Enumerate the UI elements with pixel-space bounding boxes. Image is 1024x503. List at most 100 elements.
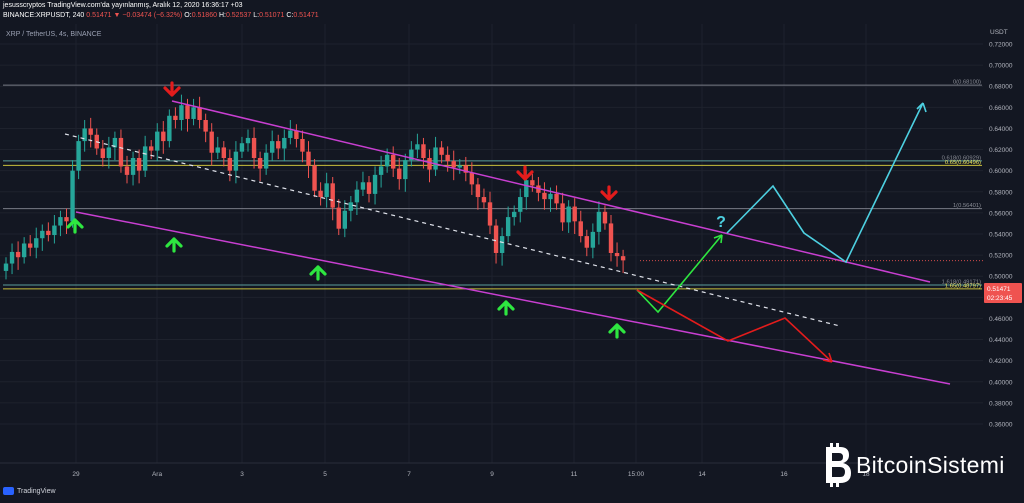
candle-body	[324, 183, 329, 198]
candle-body	[142, 146, 148, 171]
buy-arrow-icon	[608, 323, 626, 339]
candle-body	[9, 251, 15, 264]
candle-body	[493, 225, 499, 253]
candle-body	[427, 157, 432, 170]
candle-body	[421, 144, 426, 158]
price-change: −0.03474 (−6.32%)	[122, 12, 183, 19]
green-projection-path	[636, 234, 723, 314]
candle-body	[378, 166, 384, 175]
candle-body	[251, 137, 257, 158]
candle-body	[300, 138, 305, 152]
candle-body	[270, 141, 275, 153]
bar-countdown: 02:23:45	[987, 295, 1013, 302]
candle-body	[112, 137, 118, 148]
candle-body	[530, 180, 535, 186]
candle-body	[161, 131, 166, 142]
y-tick-label: 0.60000	[989, 168, 1013, 175]
candle-body	[173, 115, 178, 120]
candle-body	[282, 137, 287, 149]
candle-body	[64, 217, 69, 222]
x-tick-label: 7	[407, 471, 411, 478]
candle-body	[463, 165, 468, 173]
high-label: H:	[218, 12, 226, 19]
green-arrowhead	[713, 234, 723, 244]
ohlc-line: BINANCE:XRPUSDT, 240 0.51471 ▼ −0.03474 …	[3, 12, 319, 19]
fib-label: 1(0.56401)	[953, 203, 981, 209]
candle-body	[590, 231, 596, 248]
y-tick-label: 0.66000	[989, 105, 1013, 112]
y-tick-label: 0.54000	[989, 231, 1013, 238]
candle-body	[149, 146, 154, 151]
y-tick-label: 0.68000	[989, 84, 1013, 91]
candle-body	[76, 141, 81, 171]
candle-body	[584, 236, 589, 248]
y-tick-label: 0.38000	[989, 400, 1013, 407]
candle-body	[257, 157, 263, 169]
candle-body	[40, 230, 45, 239]
candle-body	[179, 105, 184, 120]
fib-label: 0.618(0.60929)	[942, 155, 981, 161]
candle-body	[288, 130, 293, 138]
candle-body	[397, 168, 402, 180]
candle-body	[475, 184, 481, 198]
candle-body	[3, 263, 9, 271]
candle-body	[348, 202, 354, 211]
y-tick-label: 0.36000	[989, 421, 1013, 428]
x-tick-label: 14	[698, 471, 706, 478]
candle-body	[227, 157, 233, 171]
candle-body	[578, 221, 583, 237]
candle-body	[185, 105, 190, 119]
candle-body	[445, 154, 450, 162]
candle-body	[560, 203, 565, 223]
low-label: L:	[253, 12, 260, 19]
y-tick-label: 0.52000	[989, 253, 1013, 260]
x-tick-label: 15:00	[628, 471, 645, 478]
candle-body	[512, 211, 517, 218]
buy-arrow-icon	[309, 265, 327, 281]
grid	[0, 24, 983, 463]
channel-lower-line	[75, 211, 951, 385]
sell-arrow-icon	[516, 165, 534, 181]
candle-body	[46, 230, 51, 236]
candle-body	[451, 161, 456, 168]
y-tick-label: 0.50000	[989, 274, 1013, 281]
candle-body	[58, 217, 63, 226]
y-tick-label: 0.64000	[989, 126, 1013, 133]
candle-body	[554, 193, 559, 204]
x-tick-label: 5	[323, 471, 327, 478]
candle-body	[167, 115, 172, 142]
currency-label: USDT	[990, 29, 1008, 36]
y-tick-label: 0.62000	[989, 147, 1013, 154]
channel-mid-line	[64, 133, 841, 327]
candle-body	[518, 197, 523, 212]
candle-body	[548, 193, 553, 200]
close-value: 0.51471	[293, 12, 319, 19]
tradingview-logo[interactable]: TradingView	[3, 487, 56, 495]
candle-body	[342, 210, 347, 229]
symbol-title: XRP / TetherUS, 4s, BINANCE	[6, 31, 102, 38]
candle-body	[572, 206, 577, 222]
red-projection-path	[636, 289, 833, 363]
bitcoinsistemi-watermark: BitcoinSistemi	[818, 441, 1005, 489]
y-tick-label: 0.46000	[989, 316, 1013, 323]
candle-body	[136, 157, 142, 171]
fib-label: 1.618(0.49171)	[942, 279, 981, 285]
x-tick-label: 29	[72, 471, 80, 478]
candle-body	[28, 243, 33, 248]
fib-label: 0.65(0.60496)	[945, 160, 981, 166]
candle-body	[130, 157, 136, 175]
high-value: 0.52537	[225, 12, 252, 19]
candle-body	[21, 243, 27, 258]
down-arrow-icon: ▼	[113, 12, 123, 19]
candle-body	[124, 166, 130, 175]
candle-body	[209, 131, 214, 153]
candle-body	[602, 211, 608, 224]
publish-info: jesusscryptos TradingView.com'da yayınla…	[3, 2, 243, 9]
buy-arrow-icon	[66, 218, 84, 234]
candle-body	[263, 152, 269, 169]
x-tick-label: Ara	[152, 471, 163, 478]
candle-body	[336, 207, 341, 229]
fib-levels: 0(0.68100) 0.618(0.60929)0.65(0.60496) 1(0…	[3, 80, 982, 290]
